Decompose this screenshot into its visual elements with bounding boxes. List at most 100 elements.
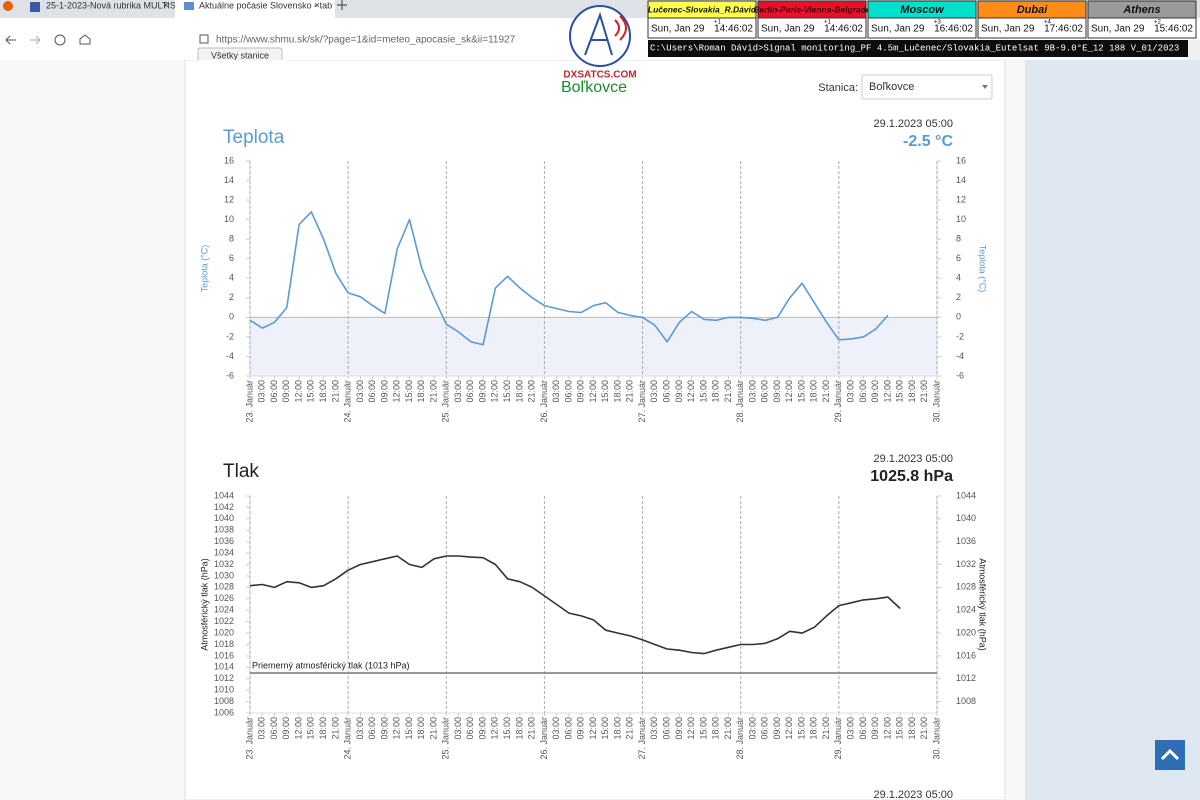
y-tick-label: 1028 xyxy=(214,582,234,592)
x-tick-label: 21:00 xyxy=(723,380,733,403)
x-tick-label: 09:00 xyxy=(379,717,389,740)
x-tick-label: 09:00 xyxy=(477,717,487,740)
zone-name: Moscow xyxy=(900,4,945,16)
y-tick-label: 1034 xyxy=(214,547,234,557)
zone-date: Sun, Jan 29 xyxy=(1091,24,1145,35)
y-tick-label: 1040 xyxy=(214,513,234,523)
y2-tick-label: -6 xyxy=(956,370,964,380)
x-tick-label: 18:00 xyxy=(514,380,524,403)
y-tick-label: 1030 xyxy=(214,570,234,580)
new-tab[interactable] xyxy=(337,0,347,10)
zone-name: Dubai xyxy=(1017,4,1049,16)
x-tick-label: 26. Január xyxy=(539,380,549,423)
zone-time: 15:46:02 xyxy=(1154,24,1193,35)
station-value[interactable]: Boľkovce xyxy=(869,81,914,93)
y-tick-label: 1044 xyxy=(214,490,234,500)
chart-current: 1025.8 hPa xyxy=(870,468,953,485)
x-tick-label: 26. Január xyxy=(539,717,549,760)
x-tick-label: 12:00 xyxy=(490,380,500,403)
zone-name: Berlin-Paris-Vienna-Belgrade xyxy=(753,4,871,14)
tab-active[interactable] xyxy=(175,0,335,18)
home-button[interactable] xyxy=(79,34,91,45)
y-axis-label: Atmosférický tlak (hPa) xyxy=(199,558,209,651)
x-tick-label: 30. Január xyxy=(931,380,941,423)
x-tick-label: 09:00 xyxy=(674,717,684,740)
console xyxy=(648,40,1188,57)
y2-tick-label: 1040 xyxy=(956,513,976,523)
x-tick-label: 18:00 xyxy=(612,380,622,403)
y-tick-label: 1042 xyxy=(214,502,234,512)
x-tick-label: 28. Január xyxy=(735,380,745,423)
x-tick-label: 28. Január xyxy=(735,717,745,760)
x-tick-label: 12:00 xyxy=(293,717,303,740)
y-tick-label: 1014 xyxy=(214,662,234,672)
scrollbar[interactable] xyxy=(1188,40,1200,60)
x-tick-label: 21:00 xyxy=(919,717,929,740)
x-tick-label: 12:00 xyxy=(882,717,892,740)
tab-close[interactable]: × xyxy=(163,1,169,12)
x-tick-label: 15:00 xyxy=(796,717,806,740)
scroll-top-button[interactable] xyxy=(1155,740,1185,770)
browser-icon xyxy=(3,1,13,11)
y-tick-label: 16 xyxy=(224,155,234,165)
zone-date: Sun, Jan 29 xyxy=(761,24,815,35)
y2-tick-label: 1020 xyxy=(956,627,976,637)
x-tick-label: 12:00 xyxy=(490,717,500,740)
forward-button[interactable] xyxy=(30,35,41,45)
zone-date: Sun, Jan 29 xyxy=(651,24,705,35)
y2-tick-label: 1016 xyxy=(956,650,976,660)
y2-tick-label: 0 xyxy=(956,312,961,322)
tab[interactable] xyxy=(20,0,175,18)
x-tick-label: 03:00 xyxy=(257,380,267,403)
zone-body xyxy=(1087,17,1197,39)
data-line xyxy=(249,555,901,655)
zone-offset: +1 xyxy=(824,20,832,26)
x-tick-label: 15:00 xyxy=(698,717,708,740)
x-tick-label: 12:00 xyxy=(392,717,402,740)
back-button[interactable] xyxy=(5,35,16,45)
x-tick-label: 30. Január xyxy=(931,717,941,760)
reference-label: Priemerný atmosférický tlak (1013 hPa) xyxy=(252,660,410,670)
side-panel xyxy=(1025,60,1200,800)
x-tick-label: 29. Január xyxy=(833,717,843,760)
below-zero-area xyxy=(250,317,937,376)
x-tick-label: 03:00 xyxy=(453,717,463,740)
all-stations-label[interactable]: Všetky stanice xyxy=(211,50,269,60)
x-tick-label: 06:00 xyxy=(563,717,573,740)
x-tick-label: 29. Január xyxy=(833,380,843,423)
zone-offset: +4 xyxy=(1044,20,1052,26)
y-tick-label: 1038 xyxy=(214,525,234,535)
tab-close[interactable]: × xyxy=(314,1,320,12)
x-tick-label: 27. Január xyxy=(637,717,647,760)
y-tick-label: 8 xyxy=(229,234,234,244)
x-tick-label: 21:00 xyxy=(821,380,831,403)
x-tick-label: 24. Január xyxy=(343,717,353,760)
chart-time: 29.1.2023 05:00 xyxy=(873,453,953,465)
url[interactable]: https://www.shmu.sk/sk/?page=1&id=meteo_… xyxy=(216,35,516,46)
tab-title[interactable]: 25-1-2023-Nová rubrika MULTISTI xyxy=(46,0,184,10)
y-tick-label: 1006 xyxy=(214,707,234,717)
zone-time: 14:46:02 xyxy=(714,24,753,35)
tab-title[interactable]: Aktuálne počasie Slovensko - tab xyxy=(199,0,332,10)
y-tick-label: 1018 xyxy=(214,639,234,649)
x-tick-label: 09:00 xyxy=(576,380,586,403)
x-tick-label: 06:00 xyxy=(367,380,377,403)
x-tick-label: 12:00 xyxy=(784,380,794,403)
tab-icon xyxy=(30,2,40,12)
y2-tick-label: -2 xyxy=(956,331,964,341)
y-tick-label: 10 xyxy=(224,214,234,224)
zone-offset: +3 xyxy=(934,20,942,26)
y-tick-label: 1032 xyxy=(214,559,234,569)
reload-button[interactable] xyxy=(54,34,66,46)
x-tick-label: 06:00 xyxy=(465,380,475,403)
x-tick-label: 15:00 xyxy=(796,380,806,403)
station-select[interactable] xyxy=(861,74,993,100)
y-tick-label: 6 xyxy=(229,253,234,263)
zone-body xyxy=(867,17,977,39)
y-tick-label: 1024 xyxy=(214,605,234,615)
x-tick-label: 09:00 xyxy=(772,380,782,403)
x-tick-label: 06:00 xyxy=(269,717,279,740)
